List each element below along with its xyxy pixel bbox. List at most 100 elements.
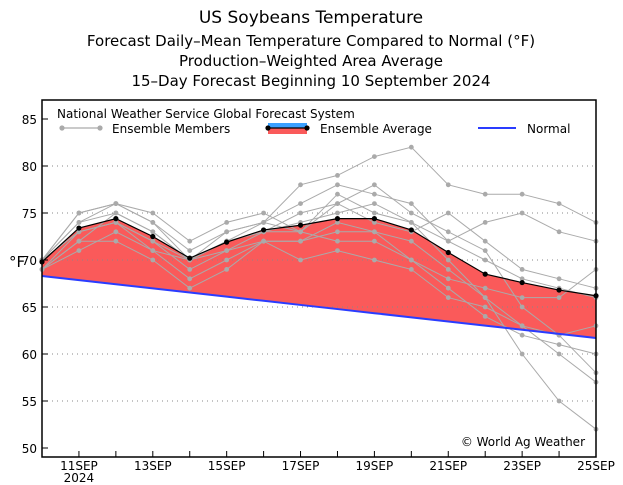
- ensemble-member-point: [519, 323, 525, 329]
- ensemble-member-point: [150, 210, 156, 216]
- ensemble-average-point: [408, 227, 414, 233]
- ensemble-member-point: [76, 238, 82, 244]
- y-tick-label: 85: [22, 113, 37, 127]
- ensemble-member-point: [445, 276, 451, 282]
- ensemble-member-point: [335, 220, 340, 225]
- ensemble-member-point: [372, 257, 377, 263]
- ensemble-member-point: [408, 210, 414, 216]
- chart-subtitle-2: Production–Weighted Area Average: [179, 52, 443, 70]
- ensemble-member-point: [372, 238, 377, 244]
- x-tick-label: 11SEP: [60, 459, 98, 473]
- ensemble-member-point: [519, 295, 525, 300]
- ensemble-member-point: [224, 220, 230, 225]
- ensemble-member-point: [187, 285, 193, 291]
- chart-subtitle-3: 15–Day Forecast Beginning 10 September 2…: [131, 72, 490, 90]
- ensemble-average-point: [334, 216, 341, 222]
- ensemble-member-point: [482, 314, 488, 319]
- ensemble-member-point: [76, 210, 82, 216]
- ensemble-member-point: [187, 267, 193, 272]
- ensemble-average-line: [41, 218, 597, 297]
- ensemble-member-point: [187, 248, 193, 254]
- ensemble-member-point: [335, 210, 340, 216]
- ensemble-member-point: [408, 144, 414, 150]
- ensemble-average-point: [556, 287, 562, 293]
- y-axis-label: °F: [9, 253, 25, 271]
- ensemble-member-point: [335, 201, 340, 207]
- chart-title: US Soybeans Temperature: [199, 8, 423, 28]
- ensemble-member-point: [335, 182, 340, 188]
- x-tick-label: 23SEP: [503, 459, 541, 473]
- ensemble-member-point: [445, 182, 451, 188]
- ensemble-member-line: [41, 221, 597, 299]
- ensemble-member-point: [519, 304, 525, 310]
- x-tick-label: 19SEP: [356, 459, 394, 473]
- ensemble-member-point: [372, 229, 377, 235]
- ensemble-member-point: [556, 398, 562, 404]
- ensemble-member-point: [372, 182, 377, 188]
- x-tick-sublabel: 2024: [64, 471, 95, 485]
- ensemble-member-point: [482, 295, 488, 300]
- ensemble-average-point: [445, 249, 451, 256]
- ensemble-member-point: [372, 154, 377, 160]
- ensemble-member-point: [113, 229, 119, 235]
- ensemble-member-point: [298, 201, 303, 207]
- ensemble-member-point: [556, 342, 562, 347]
- ensemble-member-point: [261, 220, 266, 225]
- x-tick-label: 13SEP: [134, 459, 172, 473]
- ensemble-member-point: [150, 229, 156, 235]
- ensemble-member-point: [556, 201, 562, 207]
- ensemble-member-point: [372, 220, 377, 225]
- ensemble-member-point: [113, 210, 119, 216]
- ensemble-member-line: [41, 203, 597, 289]
- chart-subtitle-1: Forecast Daily–Mean Temperature Compared…: [87, 32, 535, 50]
- ensemble-member-8: [39, 238, 599, 338]
- ensemble-member-line: [41, 221, 597, 355]
- ensemble-average-point: [76, 225, 82, 231]
- legend-label-average: Ensemble Average: [320, 122, 432, 136]
- ensemble-member-point: [187, 276, 193, 282]
- y-tick-label: 75: [22, 207, 37, 221]
- ensemble-member-point: [298, 229, 303, 235]
- ensemble-member-point: [335, 238, 340, 244]
- y-tick-label: 55: [22, 395, 37, 409]
- x-tick-label: 25SEP: [577, 459, 615, 473]
- ensemble-member-point: [519, 210, 525, 216]
- anomaly-fill: [42, 218, 596, 339]
- ensemble-member-point: [519, 351, 525, 357]
- ensemble-member-point: [298, 182, 303, 188]
- ensemble-member-point: [335, 248, 340, 254]
- legend-normal: Normal: [478, 122, 570, 136]
- ensemble-member-point: [261, 210, 266, 216]
- ensemble-member-point: [445, 295, 451, 300]
- legend-label-normal: Normal: [527, 122, 570, 136]
- ensemble-member-point: [519, 332, 525, 338]
- ensemble-member-point: [482, 248, 488, 254]
- y-tick-label: 80: [22, 160, 37, 174]
- y-tick-label: 70: [22, 254, 37, 268]
- ensemble-member-point: [556, 295, 562, 300]
- ensemble-member-point: [187, 238, 193, 244]
- y-tick-label: 60: [22, 348, 37, 362]
- ensemble-average-point: [371, 216, 377, 222]
- legend-header: National Weather Service Global Forecast…: [57, 107, 355, 121]
- ensemble-member-point: [335, 191, 340, 197]
- ensemble-member-line: [41, 240, 597, 336]
- legend-ensemble-members: Ensemble Members: [59, 122, 230, 136]
- ensemble-member-point: [519, 267, 525, 272]
- ensemble-member-point: [372, 210, 377, 216]
- x-tick-label: 15SEP: [208, 459, 246, 473]
- ensemble-member-point: [372, 191, 377, 197]
- ensemble-member-point: [408, 257, 414, 263]
- ensemble-average-point: [482, 271, 488, 277]
- ensemble-member-point: [408, 267, 414, 272]
- ensemble-member-point: [224, 267, 230, 272]
- legend-ensemble-average: Ensemble Average: [265, 122, 432, 136]
- ensemble-member-point: [556, 229, 562, 235]
- ensemble-average-point: [297, 222, 304, 228]
- y-tick-label: 50: [22, 442, 37, 456]
- ensemble-member-point: [445, 210, 451, 216]
- ensemble-member-point: [482, 220, 488, 225]
- ensemble-member-point: [150, 238, 156, 244]
- ensemble-average-point: [224, 239, 230, 245]
